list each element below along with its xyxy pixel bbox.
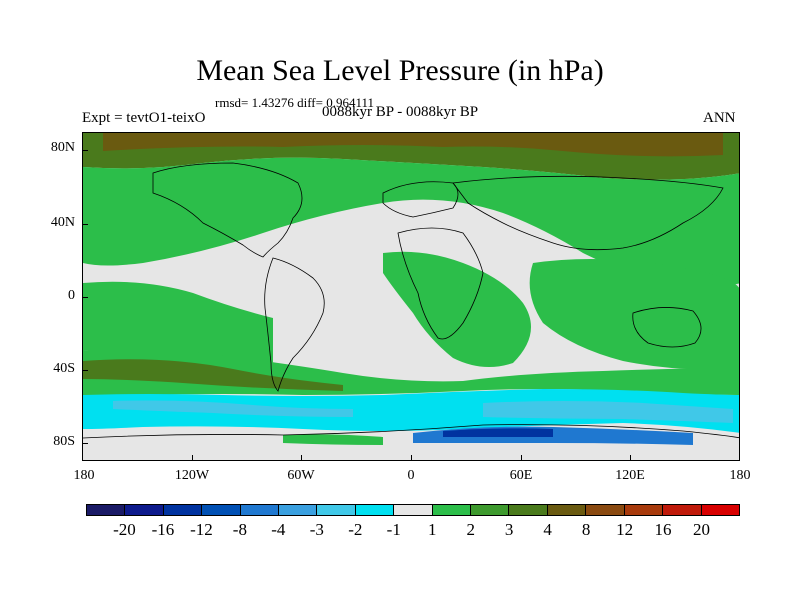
colorbar-swatch — [432, 505, 472, 515]
field-antarctic-deep-low — [443, 428, 553, 437]
coast-antarctica — [83, 424, 739, 439]
field-southern-ocean — [83, 389, 739, 433]
lat-tick — [82, 150, 88, 151]
colorbar-swatch — [125, 505, 164, 515]
colorbar-label: 4 — [543, 520, 552, 539]
lon-tick — [192, 455, 193, 461]
colorbar-swatch — [202, 505, 241, 515]
lon-label-120w: 120W — [174, 468, 210, 483]
colorbar-label: -20 — [113, 520, 136, 539]
colorbar-label: 3 — [504, 520, 514, 539]
colorbar-swatch — [586, 505, 625, 515]
coast-australia — [632, 307, 702, 348]
coast-africa — [397, 227, 484, 340]
field-south-pacific-high — [83, 359, 343, 391]
colorbar-swatch — [163, 505, 203, 515]
colorbar-swatch — [279, 505, 318, 515]
lon-tick — [301, 455, 302, 461]
lat-label-40s: 40S — [53, 361, 75, 376]
season-label: ANN — [703, 110, 736, 126]
colorbar-swatch — [701, 505, 739, 515]
colorbar-label: -3 — [309, 520, 324, 539]
colorbar-label: 20 — [693, 520, 711, 539]
colorbar-swatch — [317, 505, 356, 515]
lat-label-80s: 80S — [53, 434, 75, 449]
coast-asia — [452, 175, 724, 251]
colorbar-swatch — [663, 505, 702, 515]
lat-label-0: 0 — [68, 288, 75, 303]
lon-label-60w: 60W — [287, 468, 315, 483]
lat-label-40n: 40N — [50, 215, 75, 230]
colorbar-label: -8 — [232, 520, 247, 539]
colorbar-label: -12 — [190, 520, 213, 539]
colorbar-swatch — [509, 505, 548, 515]
chart-subtitle: 0088kyr BP - 0088kyr BP — [322, 104, 479, 120]
colorbar-swatch — [355, 505, 395, 515]
colorbar — [86, 504, 740, 516]
field-southern-ocean-core-east — [483, 401, 733, 423]
coastlines — [83, 162, 739, 439]
colorbar-swatch — [547, 505, 587, 515]
chart-title: Mean Sea Level Pressure (in hPa) — [196, 54, 604, 87]
field-southern-ocean-core-west — [113, 400, 353, 417]
coast-europe — [382, 181, 459, 218]
lon-tick — [521, 455, 522, 461]
lon-label-0: 0 — [407, 468, 415, 483]
field-arctic-core — [103, 133, 723, 157]
lat-tick — [82, 370, 88, 371]
colorbar-swatch — [624, 505, 664, 515]
field-north-band — [83, 157, 739, 288]
lat-tick — [82, 443, 88, 444]
field-tropical-pacific — [83, 281, 273, 363]
colorbar-label: -16 — [151, 520, 175, 539]
coast-north-america — [152, 162, 303, 258]
lon-tick — [411, 455, 412, 461]
lon-label-60e: 60E — [509, 468, 533, 483]
colorbar-swatch — [471, 505, 510, 515]
colorbar-label: 12 — [616, 520, 634, 539]
map-field — [83, 133, 739, 460]
field-africa — [383, 251, 531, 367]
lon-label-180e: 180 — [729, 468, 751, 483]
colorbar-label: -2 — [348, 520, 363, 539]
lat-tick — [82, 224, 88, 225]
colorbar-label: 1 — [427, 520, 437, 539]
lat-label-80n: 80N — [50, 140, 75, 155]
colorbar-label: -4 — [271, 520, 286, 539]
field-indian-ocean — [529, 259, 739, 370]
coast-south-america — [264, 257, 325, 392]
colorbar-swatch — [240, 505, 280, 515]
lon-label-180w: 180 — [73, 468, 95, 483]
colorbar-label: 2 — [466, 520, 475, 539]
colorbar-swatch — [394, 505, 433, 515]
lat-tick — [82, 297, 88, 298]
rmsd-diff-stats: rmsd= 1.43276 diff= 0.964111 — [215, 95, 374, 110]
pressure-anomaly-map — [82, 132, 740, 461]
colorbar-swatch — [87, 505, 126, 515]
colorbar-label: 8 — [581, 520, 591, 539]
lon-label-120e: 120E — [615, 468, 645, 483]
field-antarctic-positive — [283, 434, 383, 445]
experiment-label: Expt = tevtO1-teixO — [82, 110, 206, 126]
lon-tick — [630, 455, 631, 461]
colorbar-label: -1 — [386, 520, 401, 539]
colorbar-label: 16 — [654, 520, 672, 539]
